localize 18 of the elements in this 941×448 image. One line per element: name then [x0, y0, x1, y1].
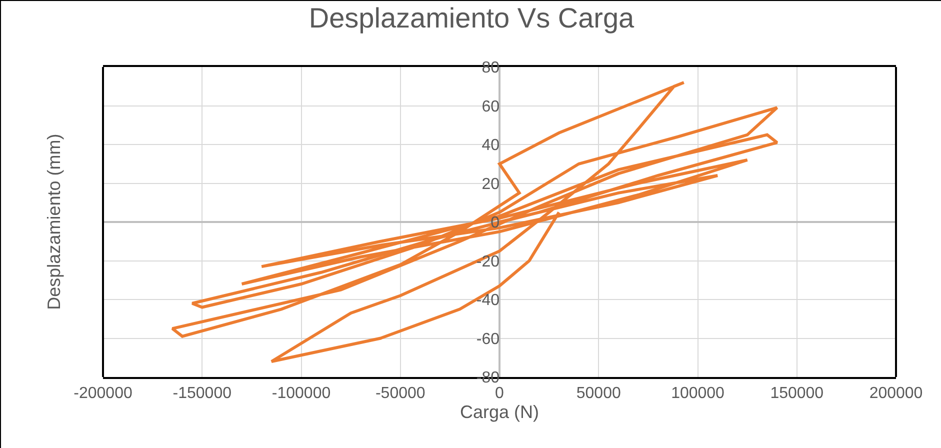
x-axis-title: Carga (N)	[460, 402, 540, 422]
y-axis-title: Desplazamiento (mm)	[44, 134, 64, 310]
y-tick-label: -60	[476, 330, 500, 348]
y-tick-label: 20	[482, 176, 500, 193]
x-tick-label: -150000	[172, 385, 232, 402]
y-tick-label: 40	[482, 137, 500, 154]
y-tick-label: -20	[476, 253, 500, 270]
x-tick-label: 150000	[770, 385, 824, 402]
x-tick-label: 200000	[869, 385, 923, 402]
x-tick-label: 50000	[576, 385, 621, 402]
y-tick-label: -40	[476, 292, 500, 310]
x-tick-label: 100000	[671, 385, 725, 402]
x-tick-label: -100000	[272, 385, 331, 402]
chart-title: Desplazamiento Vs Carga	[308, 2, 635, 34]
x-tick-label: -50000	[375, 385, 426, 402]
y-tick-label: 60	[482, 98, 500, 116]
x-tick-label: -200000	[74, 385, 132, 402]
line-series	[170, 81, 779, 363]
